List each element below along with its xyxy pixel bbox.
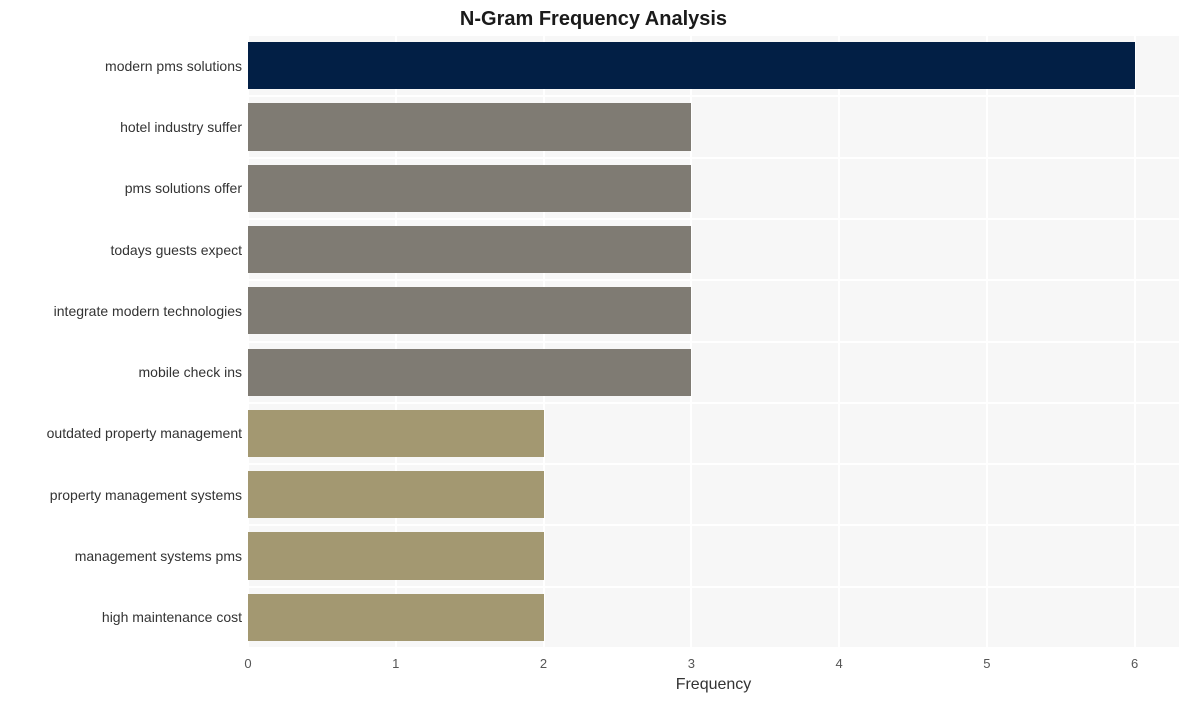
y-tick-label: outdated property management xyxy=(0,425,242,441)
x-tick-label: 1 xyxy=(392,656,399,671)
x-tick-label: 0 xyxy=(244,656,251,671)
row-separator xyxy=(248,402,1179,404)
x-tick-label: 5 xyxy=(983,656,990,671)
row-separator xyxy=(248,279,1179,281)
plot-area xyxy=(248,35,1179,648)
x-tick-label: 2 xyxy=(540,656,547,671)
chart-container: N-Gram Frequency Analysis modern pms sol… xyxy=(0,0,1187,701)
bar xyxy=(248,287,691,334)
y-tick-label: hotel industry suffer xyxy=(0,119,242,135)
y-tick-label: management systems pms xyxy=(0,548,242,564)
y-tick-label: property management systems xyxy=(0,487,242,503)
x-tick-label: 6 xyxy=(1131,656,1138,671)
row-separator xyxy=(248,647,1179,649)
x-axis-label: Frequency xyxy=(248,676,1179,694)
row-separator xyxy=(248,218,1179,220)
bar xyxy=(248,103,691,150)
row-separator xyxy=(248,341,1179,343)
bar xyxy=(248,349,691,396)
row-separator xyxy=(248,95,1179,97)
bar xyxy=(248,410,544,457)
bar xyxy=(248,42,1135,89)
row-separator xyxy=(248,34,1179,36)
row-separator xyxy=(248,157,1179,159)
x-tick-label: 3 xyxy=(688,656,695,671)
y-tick-label: high maintenance cost xyxy=(0,609,242,625)
y-tick-label: modern pms solutions xyxy=(0,58,242,74)
y-tick-label: integrate modern technologies xyxy=(0,303,242,319)
chart-title: N-Gram Frequency Analysis xyxy=(0,8,1187,31)
bar xyxy=(248,226,691,273)
bar xyxy=(248,532,544,579)
row-separator xyxy=(248,524,1179,526)
y-tick-label: mobile check ins xyxy=(0,364,242,380)
x-tick-label: 4 xyxy=(835,656,842,671)
y-tick-label: pms solutions offer xyxy=(0,180,242,196)
bar xyxy=(248,165,691,212)
y-tick-label: todays guests expect xyxy=(0,242,242,258)
row-separator xyxy=(248,463,1179,465)
bar xyxy=(248,471,544,518)
row-separator xyxy=(248,586,1179,588)
bar xyxy=(248,594,544,641)
